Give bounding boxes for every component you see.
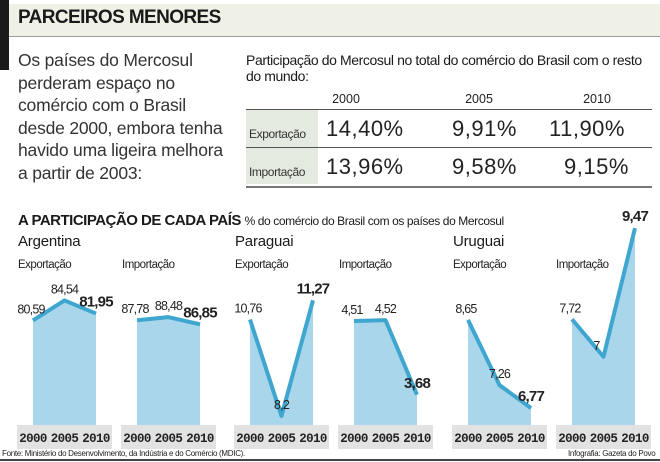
- x-tick-label: 2010: [299, 432, 327, 446]
- data-label: 7,26: [489, 367, 511, 381]
- area-fill: [33, 300, 96, 425]
- x-tick-label: 2000: [123, 432, 151, 446]
- area-fill: [137, 317, 200, 425]
- x-tick-label: 2005: [372, 432, 400, 446]
- x-tick-label: 2010: [186, 432, 214, 446]
- series-line: [136, 315, 201, 327]
- series-line: [466, 318, 533, 410]
- section-title: A PARTICIPAÇÃO DE CADA PAÍS % do comérci…: [18, 212, 504, 229]
- table-cell: 13,96%: [326, 154, 404, 179]
- x-tick-label: 2005: [155, 432, 183, 446]
- x-tick-label: 2000: [19, 432, 47, 446]
- chart-title: Importação: [556, 259, 609, 271]
- chart-title: Importação: [339, 259, 392, 271]
- data-label: 10,76: [234, 302, 262, 316]
- x-tick-label: 2000: [558, 432, 586, 446]
- table-row: Exportação 14,40% 9,91% 11,90%: [246, 110, 652, 148]
- table-year-header: 2010: [583, 92, 611, 106]
- area-fill: [354, 320, 417, 425]
- x-tick-label: 2010: [82, 432, 110, 446]
- x-tick-label: 2010: [403, 432, 431, 446]
- data-label: 84,54: [51, 282, 79, 296]
- chart-title: Exportação: [18, 259, 72, 271]
- section-heading: A PARTICIPAÇÃO DE CADA PAÍS: [18, 212, 241, 229]
- table-cell: 11,90%: [549, 116, 625, 141]
- series-line: [353, 318, 419, 396]
- x-tick-label: 2005: [590, 432, 618, 446]
- axis-band: [121, 425, 216, 449]
- area-fill: [250, 300, 313, 425]
- axis-band: [338, 425, 433, 449]
- x-tick-label: 2000: [454, 432, 482, 446]
- x-tick-label: 2000: [340, 432, 368, 446]
- x-tick-label: 2005: [486, 432, 514, 446]
- table-cell: 9,58%: [452, 154, 517, 179]
- table-row: Importação 13,96% 9,58% 9,15%: [246, 148, 652, 184]
- source-note: Fonte: Ministério do Desenvolvimento, da…: [2, 449, 245, 458]
- series-line: [570, 227, 637, 359]
- table-title: Participação do Mercosul no total do com…: [246, 52, 642, 84]
- x-tick-label: 2000: [236, 432, 264, 446]
- chart-title: Exportação: [453, 259, 507, 271]
- data-label: 3,68: [404, 375, 430, 392]
- x-tick-label: 2005: [51, 432, 79, 446]
- header-bar: [0, 4, 660, 37]
- table-year-header: 2005: [465, 92, 493, 106]
- row-label: Importação: [246, 148, 318, 184]
- credit-note: Infografia: Gazeta do Povo: [568, 449, 656, 458]
- data-label: 4,51: [341, 303, 363, 317]
- axis-band: [234, 425, 329, 449]
- share-table: Exportação 14,40% 9,91% 11,90% Importaçã…: [246, 109, 652, 188]
- intro-text: Os países do Mercosul perderam espaço no…: [18, 50, 223, 183]
- footer-rule: [0, 459, 660, 461]
- country-label: Argentina: [18, 233, 81, 250]
- data-label: 86,85: [183, 304, 217, 321]
- chart-title: Importação: [122, 259, 175, 271]
- table-year-header: 2000: [332, 92, 360, 106]
- area-fill: [572, 228, 635, 425]
- axis-band: [556, 425, 651, 449]
- table-cell: 9,15%: [564, 154, 629, 179]
- data-label: 87,78: [121, 302, 149, 316]
- data-label: 8,65: [455, 302, 477, 316]
- data-label: 8,2: [274, 398, 290, 412]
- country-label: Paraguai: [235, 233, 294, 250]
- country-label: Uruguai: [453, 233, 505, 250]
- header-accent: [0, 0, 9, 70]
- data-label: 7,72: [559, 301, 581, 315]
- data-label: 11,27: [297, 280, 330, 297]
- section-subtitle: % do comércio do Brasil com os países do…: [244, 214, 505, 228]
- page-title: PARCEIROS MENORES: [18, 7, 221, 28]
- table-cell: 14,40%: [326, 116, 404, 141]
- axis-band: [452, 425, 547, 449]
- x-tick-label: 2010: [517, 432, 545, 446]
- data-label: 9,47: [622, 208, 648, 225]
- x-tick-label: 2010: [621, 432, 649, 446]
- axis-band: [17, 425, 112, 449]
- series-line: [248, 299, 315, 418]
- data-label: 88,48: [155, 299, 183, 313]
- x-tick-label: 2005: [268, 432, 296, 446]
- row-label: Exportação: [246, 110, 318, 147]
- data-label: 7: [593, 339, 600, 353]
- data-label: 81,95: [79, 294, 113, 311]
- data-label: 80,59: [17, 302, 45, 316]
- chart-title: Exportação: [235, 259, 289, 271]
- table-cell: 9,91%: [452, 116, 517, 141]
- series-line: [31, 298, 97, 323]
- data-label: 4,52: [375, 302, 397, 316]
- data-label: 6,77: [518, 388, 544, 405]
